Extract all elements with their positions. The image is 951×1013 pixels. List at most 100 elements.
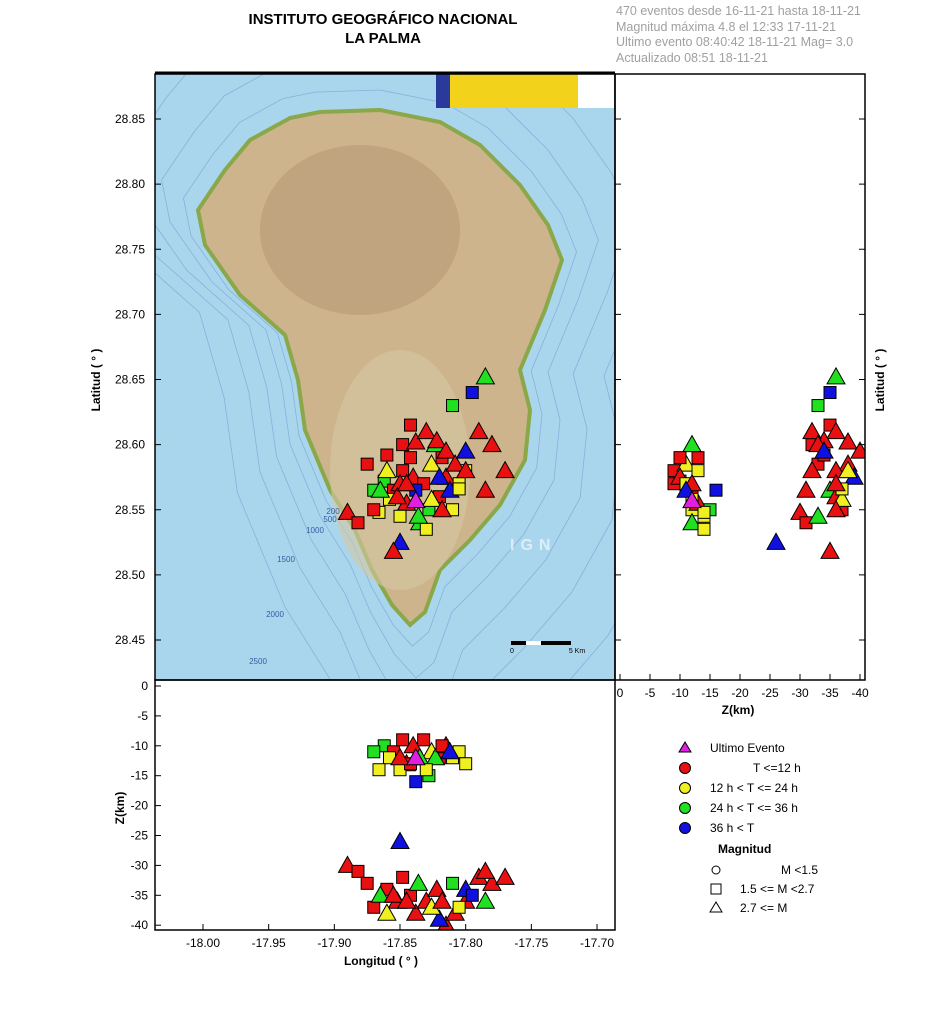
event-marker xyxy=(409,775,423,789)
event-marker xyxy=(826,499,846,518)
z-tick-label-right: 0 xyxy=(617,686,624,700)
event-marker xyxy=(380,448,394,462)
legend-label: 12 h < T <= 24 h xyxy=(710,781,798,795)
lat-tick-label: 28.50 xyxy=(115,568,145,582)
event-marker xyxy=(838,460,858,479)
event-marker xyxy=(396,438,410,452)
event-marker xyxy=(377,903,397,921)
event-marker xyxy=(417,733,431,747)
bathymetry-label: 2000 xyxy=(266,610,284,619)
event-marker xyxy=(390,831,410,849)
event-marker xyxy=(396,473,417,492)
legend-square-icon xyxy=(710,883,722,895)
event-marker xyxy=(446,876,460,890)
bathymetry-label: 1500 xyxy=(277,555,295,564)
event-marker xyxy=(396,464,410,478)
bathymetry-label: 500 xyxy=(323,515,337,524)
event-marker xyxy=(691,464,705,478)
legend-label: Ultimo Evento xyxy=(710,741,785,755)
bathymetry-label: 1000 xyxy=(306,526,324,535)
lat-tick-label: 28.85 xyxy=(115,112,145,126)
event-marker xyxy=(682,434,702,453)
event-marker xyxy=(429,909,450,927)
watermark: IGN xyxy=(510,537,556,554)
lat-tick-label: 28.55 xyxy=(115,503,145,517)
z-tick-label-right: -5 xyxy=(645,686,656,700)
event-marker xyxy=(393,509,407,523)
event-marker xyxy=(766,532,786,550)
event-marker xyxy=(452,900,466,914)
z-tick-label-bottom: -40 xyxy=(131,918,149,932)
lat-tick-label: 28.60 xyxy=(115,438,145,452)
event-marker xyxy=(475,891,496,909)
event-marker xyxy=(367,503,381,517)
z-tick-label-bottom: -35 xyxy=(131,888,149,902)
bathymetry-label: 200 xyxy=(326,507,340,516)
event-marker xyxy=(436,441,456,459)
lon-tick-label: -18.00 xyxy=(186,936,220,950)
bathymetry-contour xyxy=(183,89,577,647)
event-marker xyxy=(370,480,391,498)
eu-flag-logo xyxy=(436,74,450,108)
lat-tick-label: 28.75 xyxy=(115,242,145,256)
bathymetry-contour xyxy=(161,74,599,679)
lat-axis-label-left: Latitud ( ° ) xyxy=(89,349,103,412)
lon-axis-label: Longitud ( ° ) xyxy=(344,954,418,968)
info-updated: Actualizado 08:51 18-11-21 xyxy=(616,50,768,65)
event-marker xyxy=(459,757,473,771)
caldera-relief xyxy=(260,145,460,315)
event-marker xyxy=(838,432,858,450)
event-marker xyxy=(826,473,846,492)
last-event-marker xyxy=(405,490,426,509)
legend-label: 36 h < T xyxy=(710,821,755,835)
axis-ticks: -18.00 -17.95 -17.90 -17.85 -17.80 -17.75 -17.… xyxy=(115,112,869,950)
z-tick-label-right: -10 xyxy=(671,686,689,700)
title-institute: INSTITUTO GEOGRÁFICO NACIONAL xyxy=(248,11,518,28)
lat-tick-label: 28.80 xyxy=(115,177,145,191)
event-marker xyxy=(396,870,410,884)
lat-axis-label-right: Latitud ( ° ) xyxy=(873,349,887,412)
legend-label: T <=12 h xyxy=(753,761,801,775)
event-marker xyxy=(404,418,418,432)
event-marker xyxy=(482,873,502,891)
event-marker xyxy=(465,888,479,902)
event-marker xyxy=(419,763,433,777)
lon-depth-events xyxy=(337,733,515,930)
event-marker xyxy=(676,480,696,498)
event-marker xyxy=(475,861,496,879)
event-marker xyxy=(826,366,846,385)
event-marker xyxy=(697,505,711,519)
event-marker xyxy=(405,432,426,450)
event-marker xyxy=(432,891,452,909)
legend-mag-label: M <1.5 xyxy=(781,863,818,877)
event-marker xyxy=(351,864,365,878)
lon-tick-label: -17.85 xyxy=(383,936,417,950)
event-marker xyxy=(367,900,381,914)
event-marker xyxy=(823,386,837,400)
last-event-marker xyxy=(682,490,702,509)
event-marker xyxy=(455,460,476,479)
event-marker xyxy=(826,421,846,440)
z-tick-label-right: -15 xyxy=(701,686,719,700)
event-marker xyxy=(796,480,816,498)
event-marker xyxy=(396,733,410,747)
bathymetry-contour xyxy=(155,74,615,680)
z-tick-label-right: -30 xyxy=(791,686,809,700)
bathymetry-label: 2500 xyxy=(249,657,267,666)
event-marker xyxy=(429,467,450,485)
event-marker xyxy=(372,763,386,777)
legend-last-event-icon xyxy=(678,741,692,753)
event-marker xyxy=(446,399,460,413)
legend-mag-label: 2.7 <= M xyxy=(740,901,787,915)
scale-label: 5 Km xyxy=(569,648,586,655)
event-marker xyxy=(377,460,397,479)
event-marker xyxy=(387,486,408,505)
z-tick-label-bottom: -20 xyxy=(131,799,149,813)
z-tick-label-bottom: -30 xyxy=(131,858,149,872)
event-marker xyxy=(820,541,840,559)
event-marker xyxy=(811,399,825,413)
event-marker xyxy=(383,885,404,903)
info-last-event: Ultimo evento 08:40:42 18-11-21 Mag= 3.0 xyxy=(616,35,854,49)
legend-time-icon xyxy=(679,782,691,794)
